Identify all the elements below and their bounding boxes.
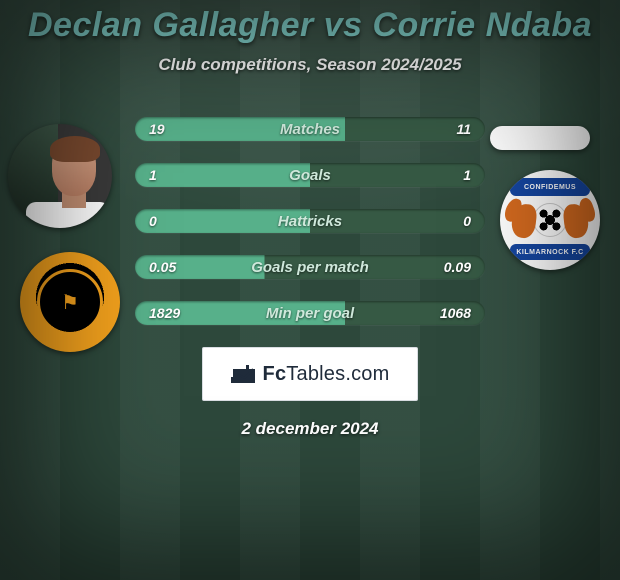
stat-left-value: 1 [149, 167, 157, 183]
stat-label: Goals per match [135, 259, 485, 276]
lion-icon: ⚑ [40, 272, 100, 332]
stat-right-value: 0.09 [444, 259, 471, 275]
stat-row: 1829Min per goal1068 [135, 301, 485, 325]
player2-club-crest: CONFIDEMUS KILMARNOCK F.C [500, 170, 600, 270]
chart-icon [231, 365, 255, 383]
stat-row: 0.05Goals per match0.09 [135, 255, 485, 279]
stat-label: Hattricks [135, 213, 485, 230]
comparison-title: Declan Gallagher vs Corrie Ndaba [28, 6, 592, 45]
stat-left-value: 19 [149, 121, 165, 137]
crest-top-banner: CONFIDEMUS [510, 178, 590, 196]
player2-avatar-placeholder [490, 126, 590, 150]
snapshot-date: 2 december 2024 [241, 419, 378, 439]
vs-separator: vs [324, 6, 363, 44]
stat-right-value: 0 [463, 213, 471, 229]
stat-right-value: 1 [463, 167, 471, 183]
logo-part-c: .com [345, 363, 389, 385]
fctables-logo: FcTables.com [202, 347, 418, 401]
crest-bottom-banner: KILMARNOCK F.C [510, 244, 590, 260]
logo-part-b: Tables [286, 363, 345, 385]
logo-part-a: Fc [263, 363, 287, 385]
stat-left-value: 0.05 [149, 259, 176, 275]
stat-left-value: 1829 [149, 305, 180, 321]
stat-row: 0Hattricks0 [135, 209, 485, 233]
player1-avatar [8, 124, 112, 228]
stat-right-value: 1068 [440, 305, 471, 321]
stat-label: Matches [135, 121, 485, 138]
player1-name: Declan Gallagher [28, 6, 314, 44]
stat-left-value: 0 [149, 213, 157, 229]
stat-right-value: 11 [456, 121, 471, 137]
player1-club-crest: ⚑ [20, 252, 120, 352]
stat-row: 19Matches11 [135, 117, 485, 141]
football-icon [533, 203, 567, 237]
season-subtitle: Club competitions, Season 2024/2025 [158, 55, 461, 75]
stat-label: Min per goal [135, 305, 485, 322]
logo-text: FcTables.com [263, 363, 390, 386]
stat-label: Goals [135, 167, 485, 184]
stat-row: 1Goals1 [135, 163, 485, 187]
stats-rows: 19Matches111Goals10Hattricks00.05Goals p… [135, 117, 485, 325]
player2-name: Corrie Ndaba [373, 6, 593, 44]
